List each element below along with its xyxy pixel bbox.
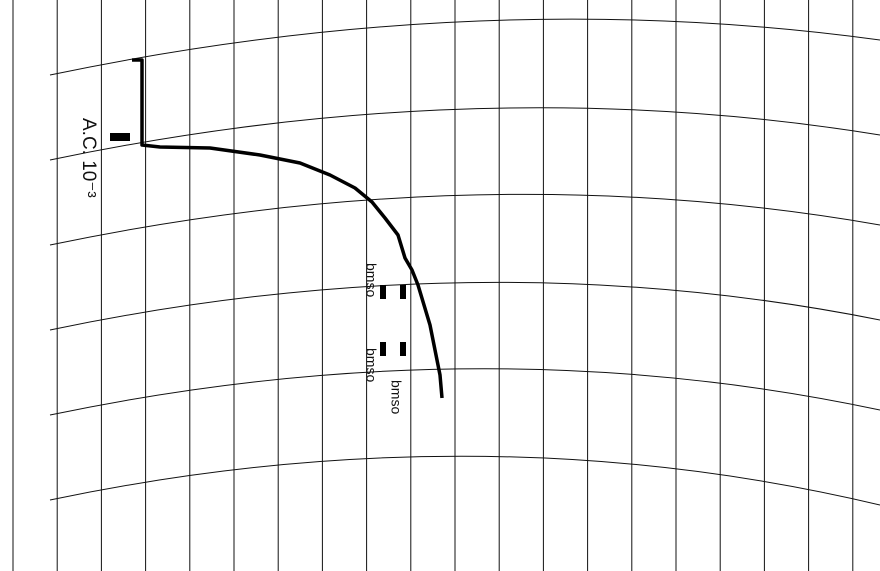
arc-line — [49, 368, 880, 416]
arc-line — [49, 193, 880, 246]
marker-label: bmso — [363, 263, 379, 297]
vertical-grid — [12, 0, 854, 571]
arc-line — [49, 107, 880, 161]
arc-line — [49, 18, 880, 76]
curved-grid — [49, 18, 880, 506]
marker-blob — [400, 285, 406, 299]
marker-blob — [110, 133, 130, 141]
marker-blob — [400, 342, 406, 356]
scale-label: A.C. 10⁻³ — [78, 118, 99, 198]
marker-blob — [380, 285, 386, 299]
trace — [110, 58, 444, 399]
marker-blob — [380, 342, 386, 356]
arc-line — [49, 281, 880, 331]
arc-line — [49, 455, 880, 506]
recorder-trace — [132, 58, 444, 399]
marker-label: bmso — [363, 348, 379, 382]
marker-label: bmso — [388, 380, 404, 414]
